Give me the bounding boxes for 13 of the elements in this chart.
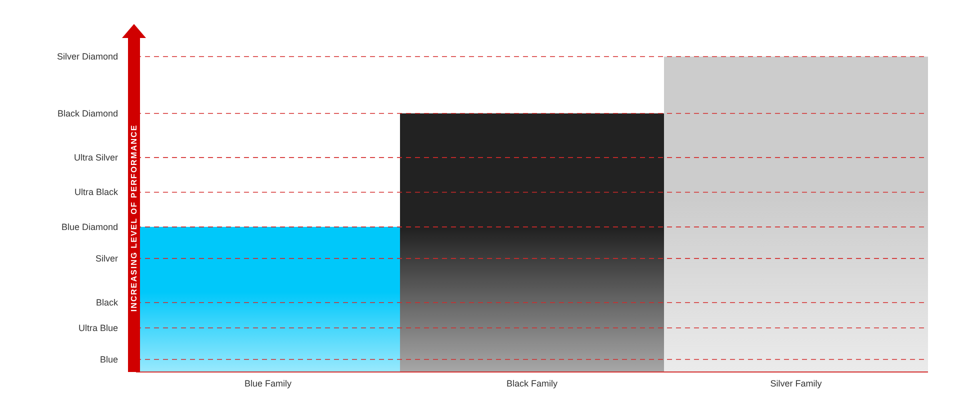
ref-line-label: Ultra Black (74, 187, 118, 198)
ref-line-label: Black Diamond (57, 108, 118, 118)
ref-line-label: Silver Diamond (56, 52, 118, 62)
ref-line-label: Blue (100, 354, 118, 364)
ref-line-label: Blue Diamond (61, 222, 118, 232)
ref-line-label: Black (96, 298, 118, 308)
x-tick-label: Blue Family (244, 378, 292, 388)
x-tick-label: Black Family (506, 378, 558, 388)
ref-line-label: Ultra Blue (78, 322, 118, 333)
ref-line-label: Silver (95, 253, 118, 264)
x-tick-label: Silver Family (770, 378, 822, 388)
y-axis-title: INCREASING LEVEL OF PERFORMANCE (130, 124, 138, 312)
ref-line-label: Ultra Silver (74, 152, 118, 163)
